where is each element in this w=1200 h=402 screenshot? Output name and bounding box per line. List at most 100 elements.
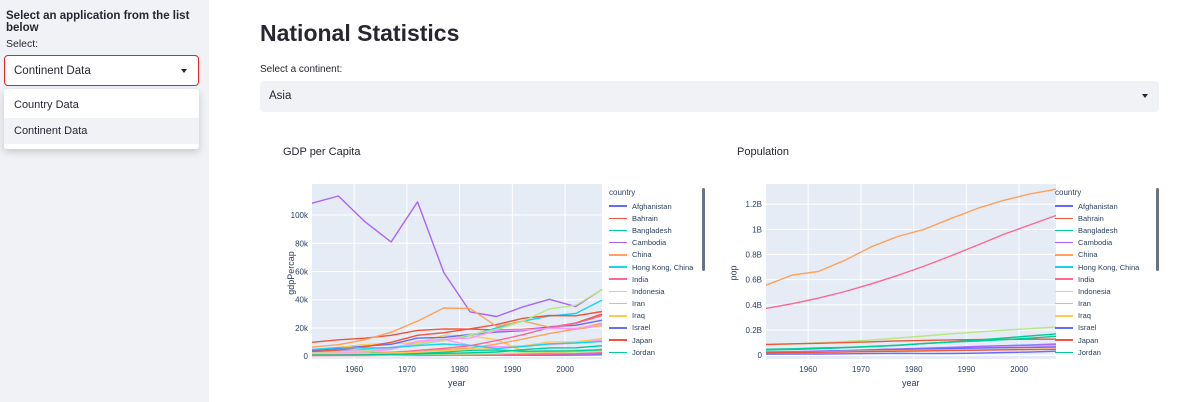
- x-tick-label: 1990: [957, 365, 975, 374]
- series-line: [765, 350, 1057, 355]
- population-legend-title: country: [1055, 188, 1082, 197]
- legend-label: Israel: [1078, 323, 1097, 333]
- gdp-legend-title: country: [609, 188, 636, 197]
- gdp-y-axis-title: gdpPercap: [285, 251, 296, 295]
- population-chart-plot[interactable]: 0 0.2B 0.4B 0.6B 0.8B 1B 1.2B 1960 1970 1980 1990 2…: [737, 140, 1177, 402]
- legend-item[interactable]: Japan: [1055, 334, 1139, 346]
- gdp-legend-items: Afghanistan Bahrain Bangladesh Cambodia Chin…: [609, 200, 693, 358]
- x-tick-label: 1960: [799, 365, 817, 374]
- legend-swatch: [609, 205, 627, 207]
- app-select-value: Continent Data: [14, 65, 91, 77]
- legend-swatch: [609, 327, 627, 329]
- legend-item[interactable]: Indonesia: [609, 285, 693, 297]
- x-tick-label: 2000: [1010, 365, 1028, 374]
- legend-item[interactable]: Japan: [609, 334, 693, 346]
- x-tick-label: 1970: [852, 365, 870, 374]
- legend-item[interactable]: Iran: [1055, 298, 1139, 310]
- legend-item[interactable]: Hong Kong, China: [1055, 261, 1139, 273]
- caret-down-icon: [181, 69, 187, 73]
- dropdown-option-continent-data[interactable]: Continent Data: [4, 118, 199, 144]
- legend-swatch: [1055, 217, 1073, 220]
- x-tick-label: 1980: [451, 365, 469, 374]
- y-tick-label: 20k: [295, 324, 309, 333]
- legend-item[interactable]: Bangladesh: [1055, 224, 1139, 236]
- gdp-chart-plot[interactable]: 0 20k 40k 60k 80k 100k 1960 1970 1980 1990 2000: [283, 140, 723, 402]
- legend-swatch: [1055, 241, 1073, 244]
- series-line: [312, 337, 603, 355]
- gdp-legend: country Afghanistan Bahrain Bangladesh Camb…: [609, 188, 693, 358]
- legend-label: Cambodia: [1078, 238, 1113, 248]
- y-tick-label: 1B: [752, 225, 762, 234]
- y-tick-label: 0: [758, 351, 763, 360]
- legend-item[interactable]: Indonesia: [1055, 285, 1139, 297]
- gdp-legend-scrollbar[interactable]: [702, 188, 705, 271]
- legend-item[interactable]: Iraq: [1055, 310, 1139, 322]
- y-tick-label: 0.4B: [746, 301, 762, 310]
- legend-item[interactable]: Bangladesh: [609, 224, 693, 236]
- legend-swatch: [1055, 266, 1073, 268]
- legend-label: Hong Kong, China: [632, 262, 694, 272]
- app-select-label: Select:: [6, 38, 39, 50]
- legend-item[interactable]: Jordan: [1055, 346, 1139, 358]
- population-legend-scrollbar[interactable]: [1156, 188, 1159, 271]
- continent-select[interactable]: Asia: [260, 81, 1159, 112]
- legend-item[interactable]: Iraq: [609, 310, 693, 322]
- legend-label: Israel: [632, 323, 651, 333]
- legend-label: India: [632, 274, 649, 284]
- legend-swatch: [1055, 339, 1073, 341]
- plot-background: [766, 184, 1056, 359]
- legend-swatch: [609, 315, 627, 317]
- legend-item[interactable]: Afghanistan: [1055, 200, 1139, 212]
- legend-item[interactable]: Israel: [1055, 322, 1139, 334]
- legend-item[interactable]: Hong Kong, China: [609, 261, 693, 273]
- gdp-chart: GDP per Capita 0 20k 40k 60k 80k 100k 1960 1970…: [283, 140, 723, 402]
- legend-item[interactable]: Iran: [609, 298, 693, 310]
- legend-label: Indonesia: [632, 286, 665, 296]
- legend-item[interactable]: Israel: [609, 322, 693, 334]
- legend-label: Bahrain: [632, 213, 658, 223]
- legend-item[interactable]: Afghanistan: [609, 200, 693, 212]
- legend-item[interactable]: Bahrain: [609, 212, 693, 224]
- y-tick-label: 80k: [295, 239, 309, 248]
- series-line: [312, 345, 603, 356]
- x-tick-label: 1960: [345, 365, 363, 374]
- continent-select-value: Asia: [269, 90, 292, 102]
- y-tick-label: 0.8B: [746, 251, 762, 260]
- legend-swatch: [1055, 327, 1073, 329]
- legend-label: Iraq: [1078, 311, 1091, 321]
- page-title: National Statistics: [260, 20, 460, 46]
- legend-swatch: [609, 241, 627, 244]
- legend-swatch: [609, 339, 627, 341]
- legend-label: Cambodia: [632, 238, 667, 248]
- gdp-chart-title: GDP per Capita: [283, 146, 361, 158]
- legend-item[interactable]: Cambodia: [1055, 237, 1139, 249]
- y-tick-label: 1.2B: [746, 200, 762, 209]
- legend-item[interactable]: India: [1055, 273, 1139, 285]
- legend-swatch: [609, 278, 627, 280]
- legend-swatch: [1055, 205, 1073, 207]
- legend-swatch: [609, 254, 627, 256]
- legend-swatch: [1055, 315, 1073, 317]
- legend-swatch: [1055, 278, 1073, 280]
- sidebar: Select an application from the list belo…: [0, 0, 209, 402]
- legend-label: Afghanistan: [1078, 201, 1118, 211]
- legend-item[interactable]: China: [609, 249, 693, 261]
- sidebar-heading: Select an application from the list belo…: [6, 10, 190, 34]
- y-tick-label: 60k: [295, 268, 309, 277]
- app-select[interactable]: Continent Data: [4, 55, 199, 86]
- series-line: [765, 214, 1057, 310]
- legend-label: India: [1078, 274, 1095, 284]
- legend-item[interactable]: China: [1055, 249, 1139, 261]
- legend-swatch: [609, 351, 627, 354]
- legend-item[interactable]: Bahrain: [1055, 212, 1139, 224]
- legend-label: Iraq: [632, 311, 645, 321]
- legend-item[interactable]: Cambodia: [609, 237, 693, 249]
- dropdown-option-country-data[interactable]: Country Data: [14, 99, 79, 111]
- y-tick-label: 40k: [295, 296, 309, 305]
- legend-item[interactable]: Jordan: [609, 346, 693, 358]
- y-tick-label: 100k: [291, 211, 309, 220]
- legend-label: Japan: [632, 335, 653, 345]
- caret-down-icon: [1142, 94, 1148, 98]
- legend-swatch: [609, 229, 627, 232]
- legend-item[interactable]: India: [609, 273, 693, 285]
